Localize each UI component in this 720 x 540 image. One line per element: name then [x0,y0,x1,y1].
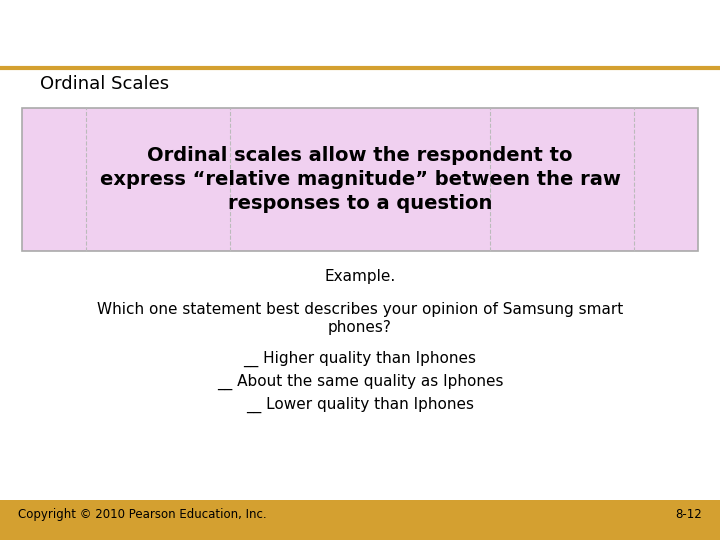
Text: Example.: Example. [325,269,395,284]
Text: __ About the same quality as Iphones: __ About the same quality as Iphones [217,374,503,390]
Text: __ Higher quality than Iphones: __ Higher quality than Iphones [243,351,477,367]
Text: Which one statement best describes your opinion of Samsung smart
phones?: Which one statement best describes your … [97,302,623,335]
Text: Ordinal scales allow the respondent to
express “relative magnitude” between the : Ordinal scales allow the respondent to e… [99,145,621,213]
Text: __ Lower quality than Iphones: __ Lower quality than Iphones [246,397,474,413]
Text: Ordinal Scales: Ordinal Scales [40,75,168,93]
Text: Copyright © 2010 Pearson Education, Inc.: Copyright © 2010 Pearson Education, Inc. [18,508,266,521]
Text: 8-12: 8-12 [675,508,702,521]
Bar [0,500,720,540]
FancyBboxPatch shape [22,108,698,251]
